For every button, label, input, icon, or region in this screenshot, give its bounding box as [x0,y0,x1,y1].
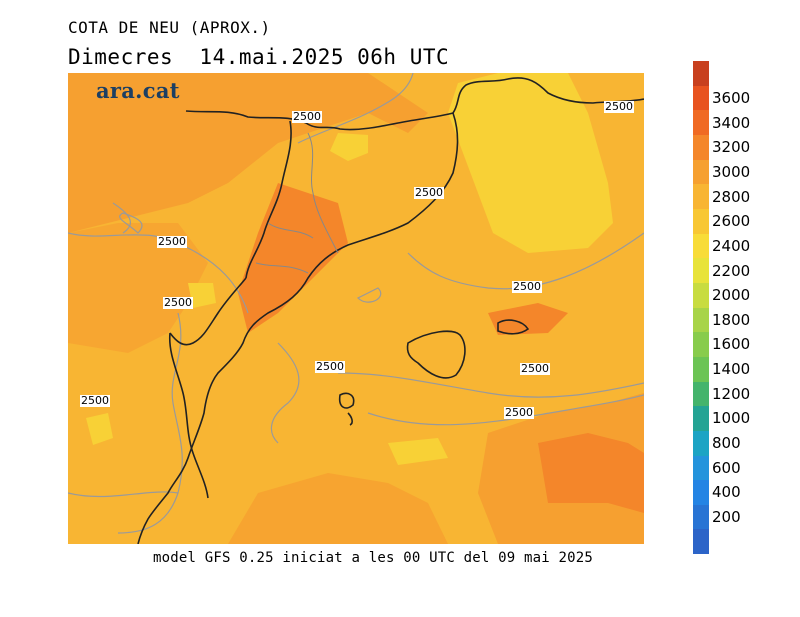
color-scale-segment [693,356,709,382]
color-scale-label: 600 [712,458,741,477]
contour-label: 2500 [414,186,444,199]
map-zone-orange [228,473,448,544]
contour-label: 2500 [80,394,110,407]
color-scale [693,61,709,555]
color-scale-label: 400 [712,483,741,502]
color-scale-segment [693,134,709,160]
color-scale-segment [693,110,709,135]
color-scale-segment [693,480,709,505]
coastline-borders [137,77,644,544]
color-scale-label: 2800 [712,187,751,206]
map-subtitle: Dimecres 14.mai.2025 06h UTC [68,45,450,69]
color-scale-segment [693,159,709,185]
color-scale-segment [693,529,709,555]
contour-label: 2500 [292,110,322,123]
color-scale-segment [693,307,709,333]
color-scale-label: 1800 [712,310,751,329]
color-scale-segment [693,455,709,481]
color-scale-label: 800 [712,434,741,453]
color-scale-segment [693,332,709,357]
color-scale-segment [693,184,709,209]
map-zone-yellow [188,283,216,308]
map-zone-orange [238,183,348,333]
map-zone-orange [68,73,428,233]
color-scale-label: 3600 [712,88,751,107]
color-scale-label: 2600 [712,212,751,231]
color-scale-label: 200 [712,508,741,527]
contour-label: 2500 [504,406,534,419]
color-scale-segment [693,85,709,111]
color-scale-label: 3400 [712,113,751,132]
color-scale-labels: 3600 3400 3200 3000 2800 2600 2400 2200 2000 1800… [712,61,782,554]
map-zone-yellow [86,413,113,445]
map-zone-yellow [330,133,368,161]
color-scale-label: 1400 [712,360,751,379]
color-scale-segment [693,430,709,456]
color-scale-label: 2400 [712,236,751,255]
contour-label: 2500 [315,360,345,373]
color-scale-label: 1000 [712,409,751,428]
color-scale-segment [693,504,709,530]
map-zone-orange [538,433,644,513]
color-scale-label: 3000 [712,162,751,181]
contour-label: 2500 [604,100,634,113]
color-scale-label: 3200 [712,138,751,157]
region-borders [255,132,339,274]
aracat-logo: ara.cat [96,78,180,103]
contour-label: 2500 [512,280,542,293]
color-scale-segment [693,406,709,431]
contour-label: 2500 [163,296,193,309]
color-scale-segment [693,61,709,86]
map-canvas [68,73,644,544]
contour-lines [68,73,644,534]
map-zone-yellow [388,438,448,465]
color-scale-label: 2000 [712,286,751,305]
map-zone-yellow [448,73,613,253]
color-scale-segment [693,233,709,259]
color-scale-label: 1600 [712,335,751,354]
color-scale-label: 1200 [712,384,751,403]
contour-label: 2500 [520,362,550,375]
color-scale-segment [693,208,709,234]
map-title: COTA DE NEU (APROX.) [68,18,271,37]
color-scale-segment [693,381,709,407]
map-zone-orange [68,223,208,353]
color-scale-segment [693,258,709,283]
color-scale-label: 2200 [712,261,751,280]
model-footer: model GFS 0.25 iniciat a les 00 UTC del … [153,550,594,566]
map-zone-orange [488,303,568,335]
color-scale-segment [693,282,709,308]
contour-label: 2500 [157,235,187,248]
snow-level-map: ara.cat 2500 2500 2500 2500 2500 2500 25… [68,73,644,544]
